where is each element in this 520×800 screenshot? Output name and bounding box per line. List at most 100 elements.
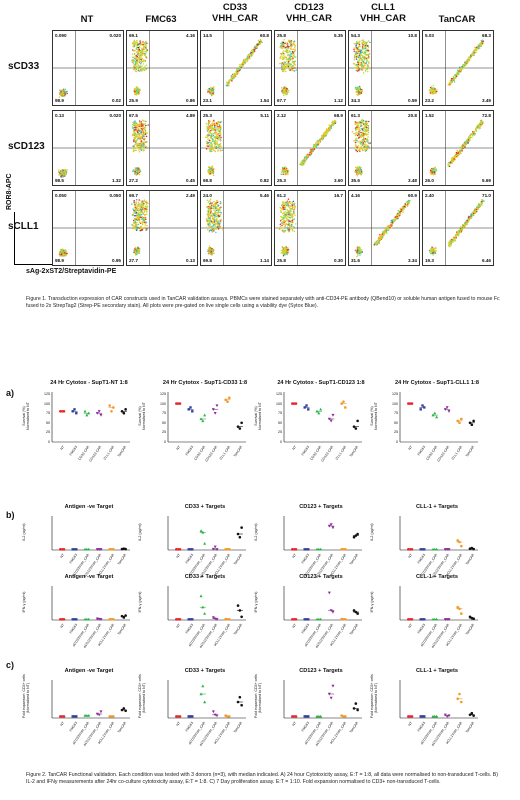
flow-event <box>288 64 290 67</box>
flow-event <box>357 127 360 129</box>
flow-event <box>361 118 363 121</box>
quadrant-value-tl: 1.52 <box>425 113 434 118</box>
flow-event <box>356 123 359 125</box>
quadrant-value-tr: 68.9 <box>334 113 343 118</box>
column-header: CLL1 VHH_CAR <box>360 2 406 24</box>
flow-event <box>469 57 472 59</box>
flow-event <box>356 52 358 54</box>
flow-event <box>361 120 363 123</box>
flow-event <box>234 74 236 76</box>
flow-event <box>434 166 437 168</box>
flow-event <box>291 56 294 58</box>
flow-event <box>211 165 214 167</box>
flow-event <box>140 200 142 202</box>
flow-event <box>137 137 139 140</box>
flow-plot: 5.03 68.3 23.2 3.49 <box>422 30 494 106</box>
flow-event <box>294 46 296 48</box>
flow-event <box>364 144 367 147</box>
flow-event <box>313 144 315 146</box>
flow-event <box>368 61 370 64</box>
flow-event <box>209 131 211 133</box>
flow-event <box>209 150 211 153</box>
flow-event <box>133 130 136 133</box>
flow-event <box>284 86 286 88</box>
flow-event <box>364 142 367 144</box>
flow-event <box>211 122 213 124</box>
flow-event <box>139 43 141 46</box>
quadrant-value-br: 5.69 <box>482 178 491 183</box>
flow-event <box>450 77 453 80</box>
flow-event <box>361 39 363 42</box>
flow-event <box>285 43 288 46</box>
flow-event <box>355 63 358 66</box>
flow-event <box>464 63 467 65</box>
flow-event <box>213 123 215 126</box>
flow-event <box>360 166 362 169</box>
flow-event <box>137 223 140 226</box>
quadrant-value-bl: 34.3 <box>351 98 360 103</box>
flow-event <box>466 59 469 61</box>
flow-event <box>142 125 145 128</box>
flow-event <box>139 137 142 139</box>
flow-event <box>356 68 359 70</box>
flow-event <box>141 206 144 208</box>
flow-plot: 1.52 72.8 26.0 5.69 <box>422 110 494 186</box>
flow-event <box>60 91 62 93</box>
flow-event <box>364 47 367 49</box>
flow-event <box>360 134 363 136</box>
flow-event <box>287 45 290 48</box>
flow-event <box>141 127 144 129</box>
flow-event <box>143 199 146 201</box>
flow-event <box>357 56 360 58</box>
flow-plot: 14.5 60.8 23.1 1.54 <box>200 30 272 106</box>
flow-event <box>140 225 143 228</box>
flow-event <box>479 43 482 45</box>
flow-event <box>61 249 63 252</box>
flow-event <box>355 144 357 146</box>
flow-event <box>294 44 296 47</box>
flow-event <box>364 140 367 143</box>
flow-event <box>138 221 141 223</box>
flow-event <box>137 63 139 66</box>
flow-event <box>139 42 142 44</box>
flow-event <box>447 165 450 167</box>
flow-event <box>363 120 365 122</box>
flow-event <box>141 211 144 213</box>
x-axis-label-fig1: sAg-2xST2/Streptavidin-PE <box>26 268 117 275</box>
quadrant-value-tl: 0.050 <box>55 193 67 198</box>
flow-event <box>138 212 140 215</box>
flow-event <box>143 220 146 222</box>
flow-event <box>359 45 361 48</box>
flow-event <box>319 137 322 140</box>
flow-event <box>450 159 453 161</box>
flow-event <box>289 59 292 61</box>
flow-event <box>237 72 239 74</box>
flow-event <box>366 53 368 56</box>
flow-event <box>146 205 149 208</box>
flow-event <box>209 144 212 147</box>
flow-event <box>132 150 135 153</box>
flow-event <box>212 86 214 89</box>
flow-event <box>452 158 454 160</box>
flow-event <box>329 125 331 127</box>
flow-event <box>138 70 141 72</box>
flow-event <box>429 90 432 92</box>
flow-event <box>134 55 137 58</box>
flow-event <box>354 166 357 169</box>
quadrant-value-br: 0.02 <box>112 98 121 103</box>
flow-event <box>285 169 287 172</box>
flow-event <box>304 157 306 159</box>
flow-event <box>364 138 367 140</box>
quadrant-value-tr: 5.11 <box>260 113 269 118</box>
quadrant-value-tr: 0.020 <box>109 33 122 38</box>
flow-event <box>355 58 358 60</box>
flow-event <box>295 56 297 58</box>
flow-event <box>133 53 136 55</box>
flow-event <box>464 61 466 64</box>
flow-event <box>452 160 455 162</box>
flow-event <box>207 91 209 93</box>
flow-event <box>282 58 284 61</box>
flow-event <box>292 41 295 43</box>
flow-event <box>142 60 145 62</box>
flow-event <box>457 69 459 72</box>
